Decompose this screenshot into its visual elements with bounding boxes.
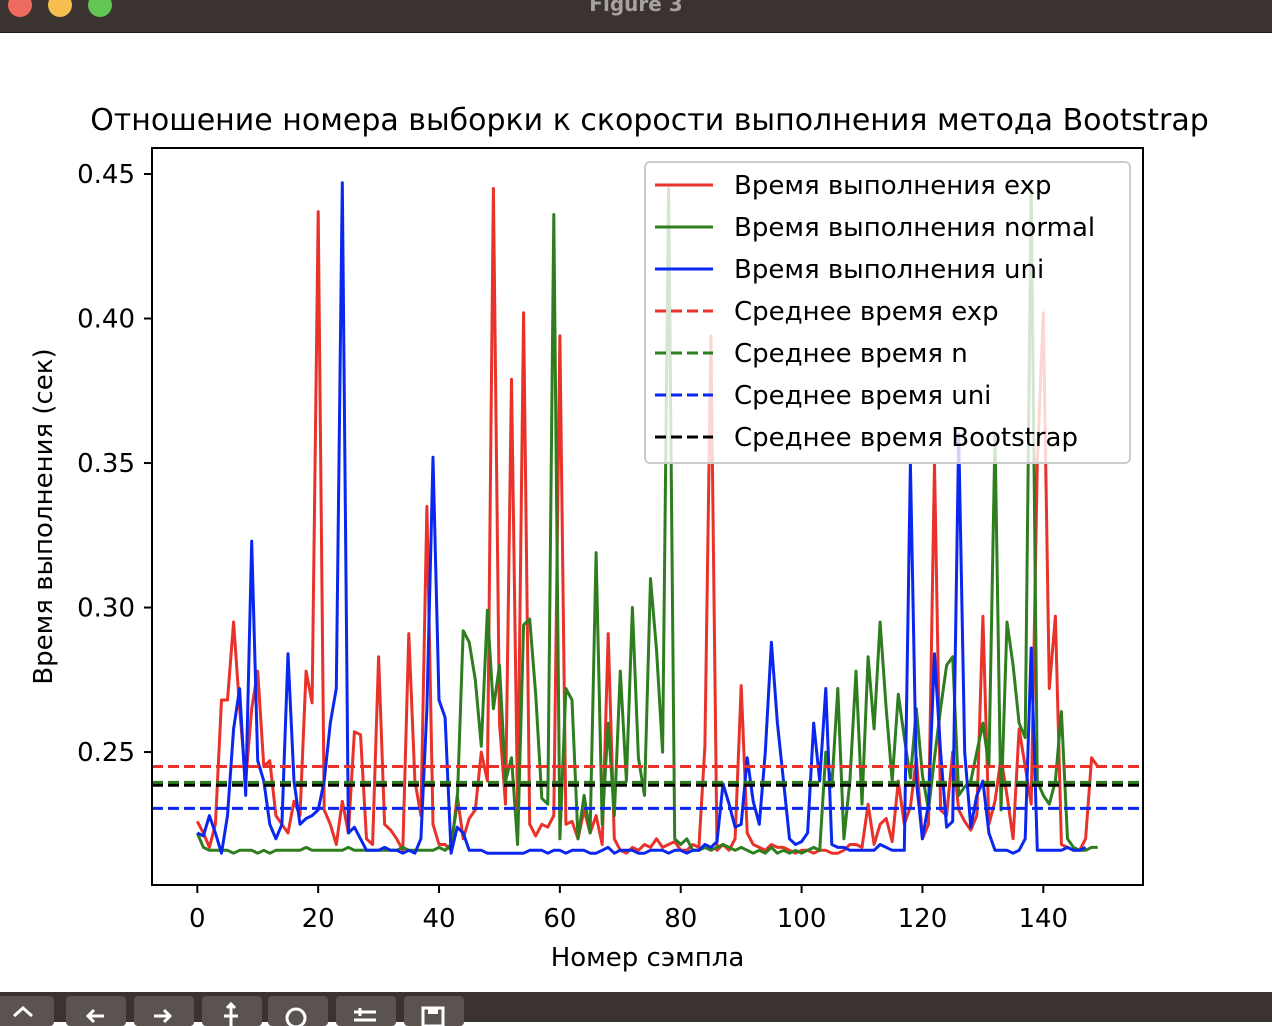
close-window-button[interactable]: [8, 0, 32, 17]
forward-button[interactable]: [134, 996, 194, 1026]
y-tick-label: 0.45: [77, 160, 135, 190]
chart-title: Отношение номера выборки к скорости выпо…: [90, 103, 1209, 138]
legend-label-4: Среднее время n: [734, 339, 968, 369]
y-axis-label: Время выполнения (сек): [29, 348, 59, 684]
x-tick-label: 0: [189, 904, 206, 934]
x-tick-label: 80: [664, 904, 697, 934]
pan-icon: [224, 1002, 238, 1026]
x-tick-label: 120: [898, 904, 948, 934]
plot-frame: [151, 147, 1144, 886]
series-line-1: [195, 187, 1098, 855]
home-icon: [13, 1005, 33, 1018]
save-button[interactable]: [404, 996, 464, 1026]
window-titlebar: Figure 3: [0, 0, 1272, 33]
x-tick-label: 20: [302, 904, 335, 934]
legend-label-2: Время выполнения uni: [734, 255, 1044, 285]
x-tick-label: 100: [777, 904, 827, 934]
legend-label-3: Среднее время exp: [734, 297, 999, 327]
back-icon: [85, 1008, 104, 1024]
y-tick-label: 0.35: [77, 449, 135, 479]
y-tick-label: 0.30: [77, 594, 135, 624]
legend-label-6: Среднее время Bootstrap: [734, 423, 1078, 453]
x-tick-label: 140: [1018, 904, 1068, 934]
y-tick-label: 0.25: [77, 738, 135, 768]
save-icon: [421, 1006, 445, 1026]
minimize-window-button[interactable]: [48, 0, 72, 17]
zoom-button[interactable]: [268, 996, 328, 1026]
forward-icon: [154, 1008, 173, 1024]
pan-button[interactable]: [202, 996, 262, 1026]
y-tick-label: 0.40: [77, 305, 135, 335]
chart: Отношение номера выборки к скорости выпо…: [29, 103, 1209, 973]
zoom-icon: [285, 1007, 307, 1026]
legend-label-1: Время выполнения normal: [734, 213, 1095, 243]
series-line-2: [196, 181, 1087, 855]
configure-button[interactable]: [336, 996, 396, 1026]
x-tick-label: 40: [422, 904, 455, 934]
toolbar: [0, 992, 1272, 1026]
legend-box: [644, 161, 1131, 464]
back-button[interactable]: [66, 996, 126, 1026]
zoom-window-button[interactable]: [88, 0, 112, 17]
window-title: Figure 3: [589, 0, 683, 16]
legend-label-0: Время выполнения exp: [734, 171, 1051, 201]
x-tick-label: 60: [543, 904, 576, 934]
home-button[interactable]: [0, 996, 54, 1026]
legend-label-5: Среднее время uni: [734, 381, 991, 411]
x-axis-label: Номер сэмпла: [551, 943, 745, 973]
configure-icon: [354, 1008, 376, 1022]
